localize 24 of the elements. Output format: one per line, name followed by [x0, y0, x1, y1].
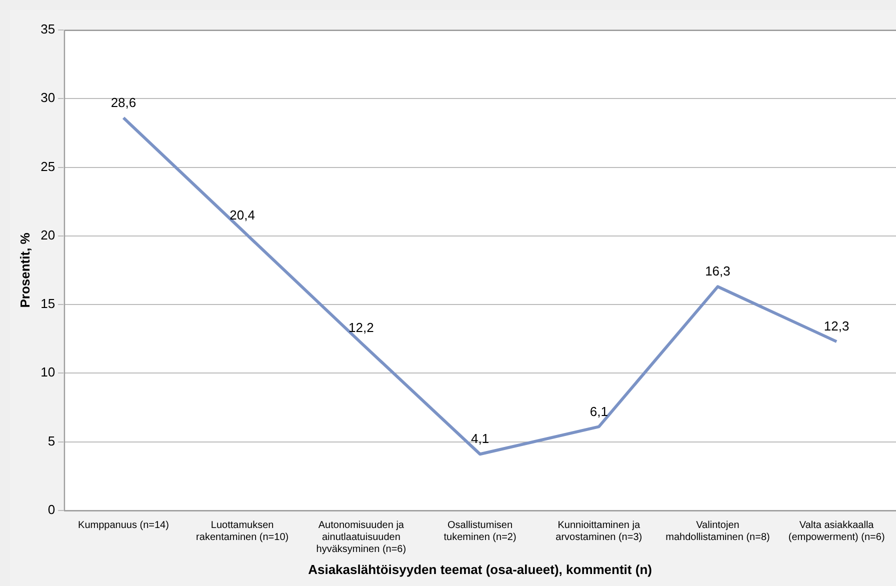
x-tick-label: Autonomisuuden ja ainutlaatuisuuden hyväksyminen (n=6)	[316, 520, 406, 556]
x-tick-label: Luottamuksen rakentaminen (n=10)	[196, 520, 289, 544]
y-tick-label: 25	[40, 158, 56, 174]
x-axis-title: Asiakaslähtöisyyden teemat (osa-alueet), kommentit (n)	[308, 562, 652, 577]
y-tick-label: 0	[48, 502, 56, 517]
y-tick-label: 15	[40, 296, 56, 312]
text: 20,4	[230, 207, 255, 222]
text: 4,1	[470, 431, 490, 446]
x-tick-label: Valta asiakkaalla (empowerment) (n=6)	[788, 520, 885, 544]
text: 12,2	[348, 320, 374, 336]
y-tick-label: 10	[40, 364, 56, 380]
y-tick-label: 20	[40, 227, 56, 242]
y-tick-label: 30	[40, 90, 56, 106]
text: 12,3	[824, 318, 850, 334]
x-tick-label: Kunnioittaminen ja arvostaminen (n=3)	[556, 520, 642, 544]
x-tick-label: Kumppanuus (n=14)	[78, 520, 169, 532]
y-axis-title: Prosentit, %	[17, 232, 32, 308]
text: 28,6	[110, 94, 136, 110]
y-tick-label: 35	[40, 22, 56, 37]
text: 16,3	[705, 264, 730, 279]
y-tick-label: 5	[48, 433, 56, 448]
x-tick-label: Osallistumisen tukeminen (n=2)	[444, 520, 516, 544]
text: 6,1	[590, 404, 608, 419]
x-tick-label: Valintojen mahdollistaminen (n=8)	[666, 520, 770, 544]
